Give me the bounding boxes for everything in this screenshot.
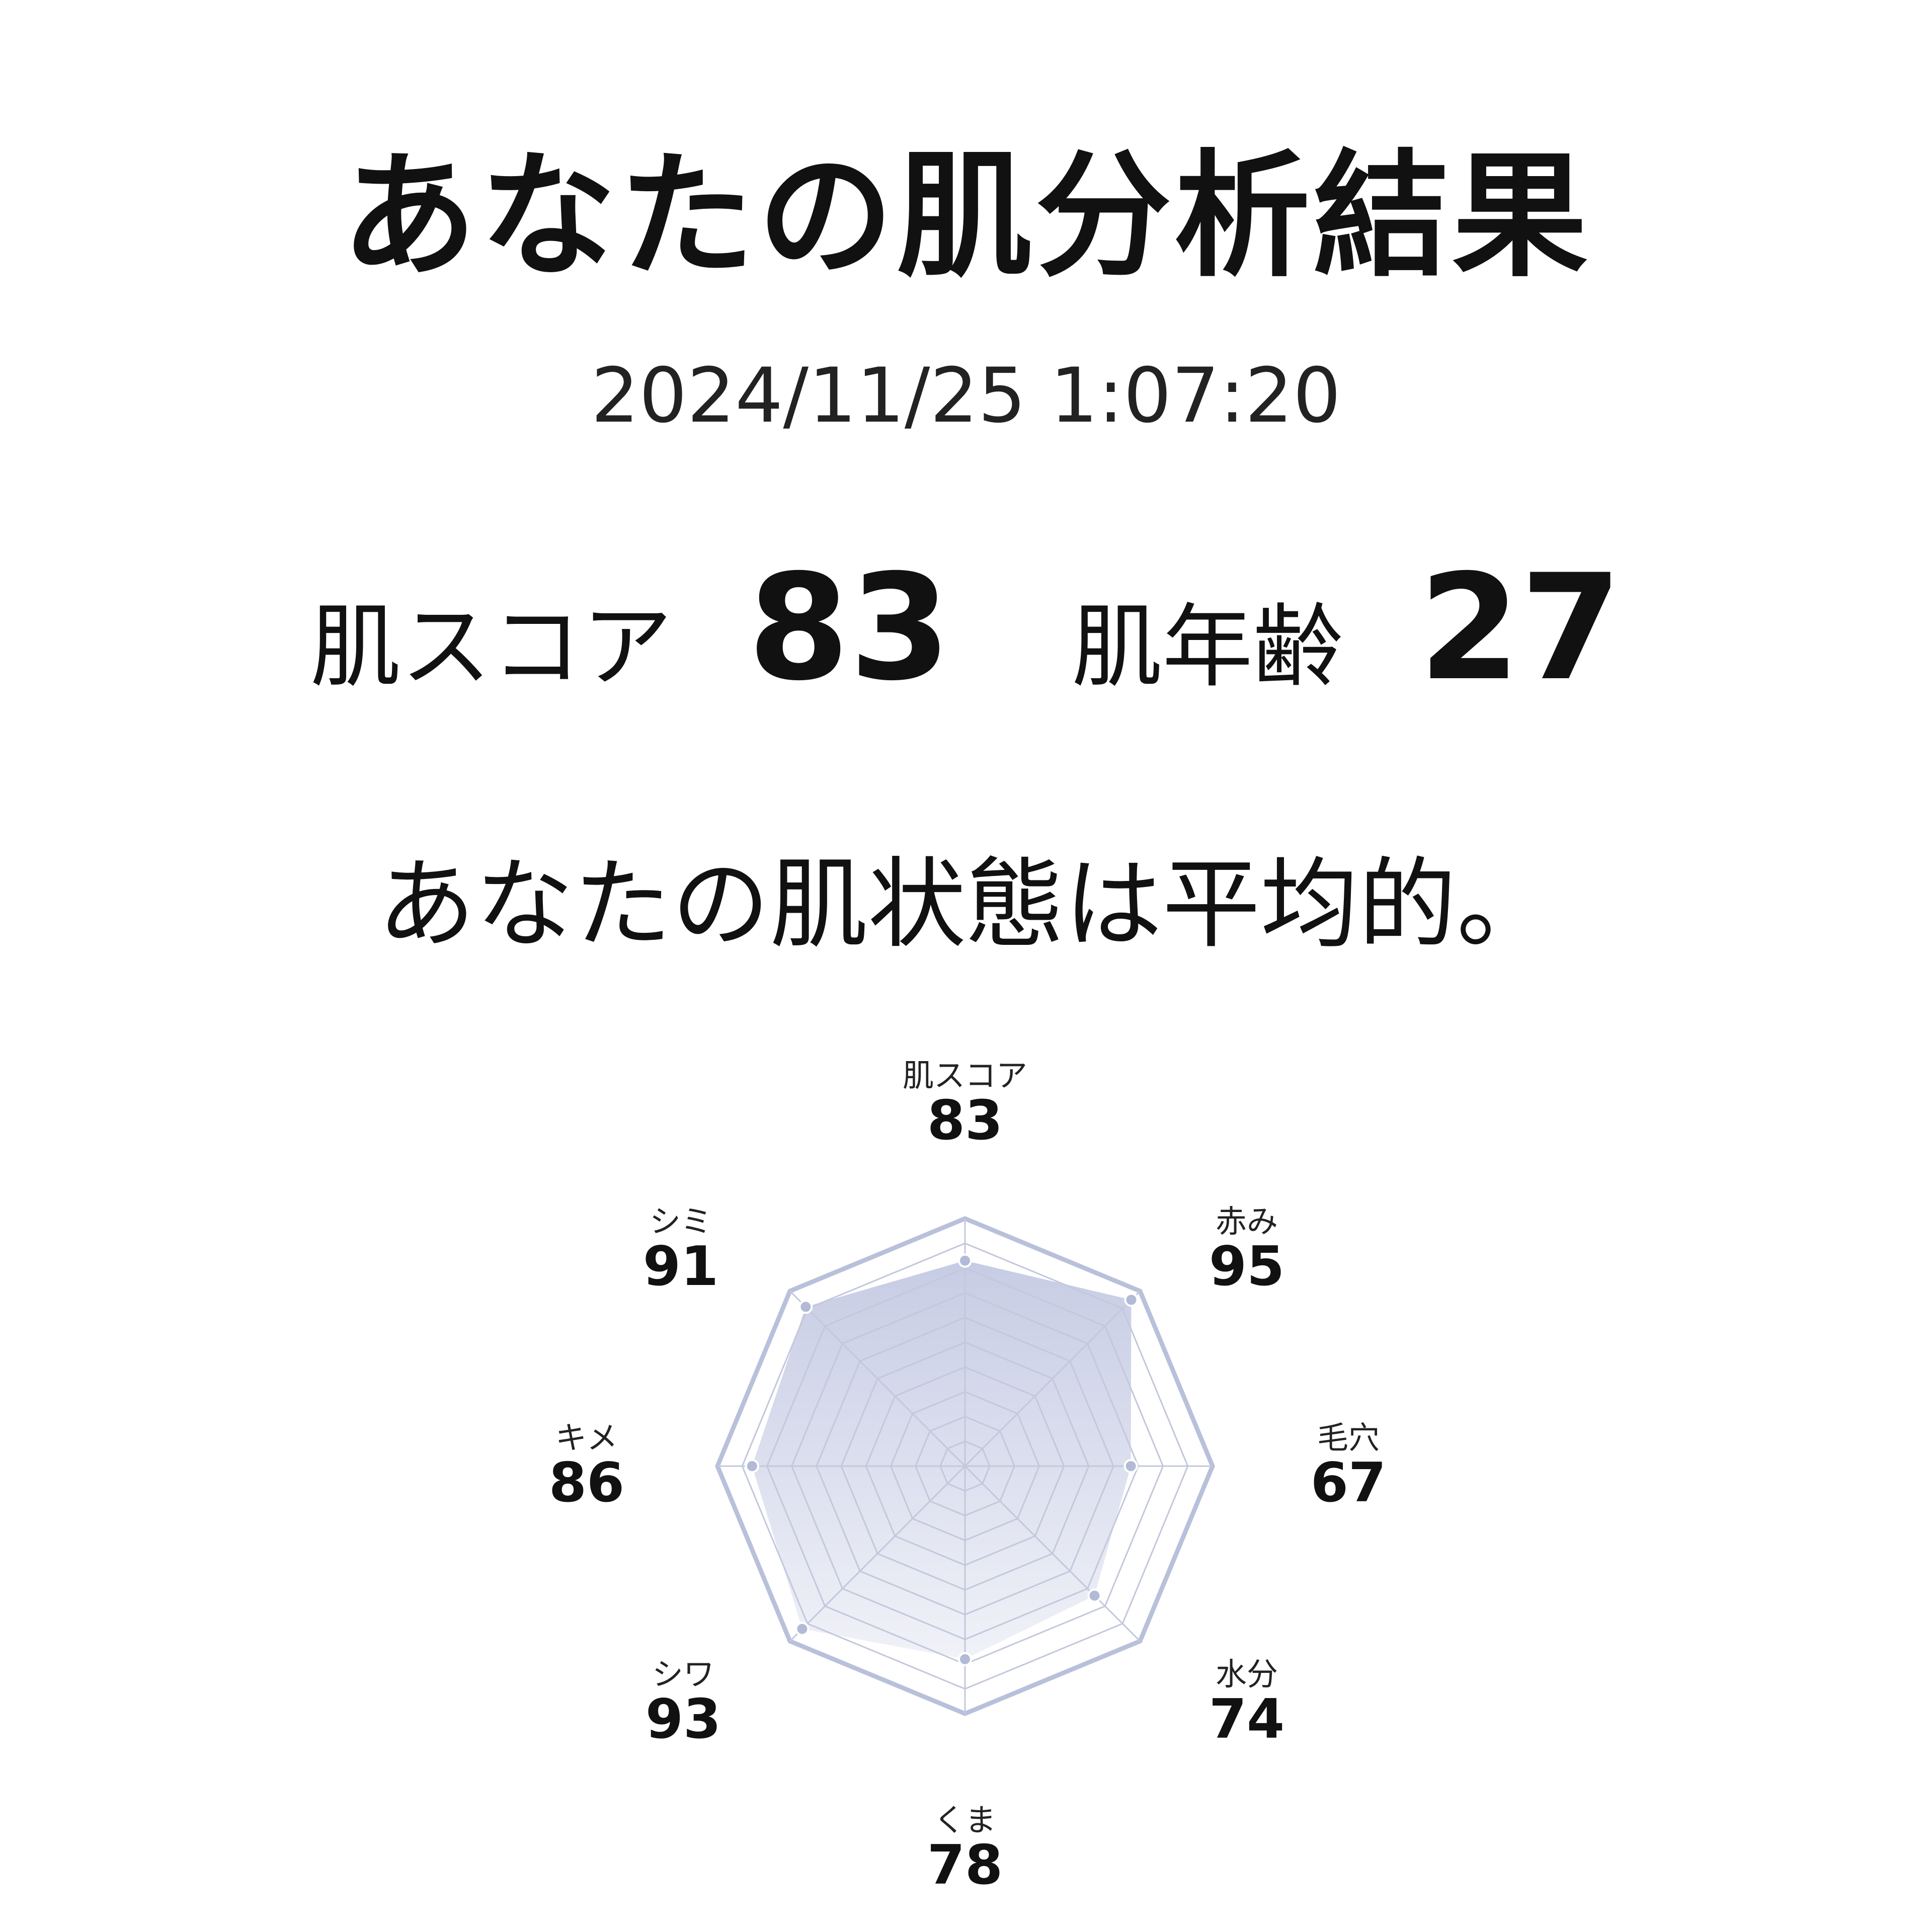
radar-category-label: キメ <box>555 1419 618 1456</box>
skin-age-label: 肌年齢 <box>1072 595 1344 700</box>
radar-category-label: くま <box>934 1802 996 1838</box>
radar-category-label: シミ <box>650 1203 712 1240</box>
analysis-datetime: 2024/11/25 1:07:20 <box>591 352 1341 440</box>
radar-data-point <box>798 1300 813 1314</box>
radar-category-label: 毛穴 <box>1317 1419 1380 1456</box>
skin-score-label: 肌スコア <box>310 595 673 700</box>
radar-data-point <box>1123 1459 1138 1473</box>
radar-fill-area <box>752 1260 1132 1659</box>
radar-value-label: 78 <box>927 1834 1003 1897</box>
radar-axis-line <box>789 1291 966 1467</box>
radar-category-label: 水分 <box>1216 1656 1278 1693</box>
radar-data-point <box>1124 1293 1139 1307</box>
radar-value-label: 95 <box>1209 1235 1284 1298</box>
radar-value-label: 67 <box>1311 1452 1386 1514</box>
radar-value-label: 74 <box>1209 1688 1284 1751</box>
radar-value-label: 93 <box>646 1688 721 1751</box>
radar-data-point <box>795 1622 810 1636</box>
radar-category-label: 肌スコア <box>903 1057 1027 1094</box>
skin-score-value: 83 <box>748 543 951 713</box>
radar-value-label: 83 <box>927 1089 1003 1152</box>
radar-value-label: 91 <box>643 1235 718 1298</box>
radar-axis-line <box>964 1291 1141 1467</box>
summary-row: 肌スコア 83 肌年齢 27 <box>0 543 1932 713</box>
skin-condition-message: あなたの肌状態は平均的。 <box>377 847 1555 961</box>
radar-value-label: 86 <box>549 1452 624 1514</box>
radar-data-point <box>745 1459 759 1473</box>
radar-category-label: シワ <box>652 1656 714 1693</box>
radar-category-label: 赤み <box>1216 1203 1278 1240</box>
radar-data-point <box>958 1253 972 1268</box>
skin-age-value: 27 <box>1419 543 1622 713</box>
page-title: あなたの肌分析結果 <box>341 137 1591 295</box>
radar-data-point <box>958 1652 972 1666</box>
radar-axis-line <box>789 1465 966 1642</box>
radar-axis-line <box>964 1465 1141 1642</box>
radar-data-point <box>1087 1588 1102 1603</box>
